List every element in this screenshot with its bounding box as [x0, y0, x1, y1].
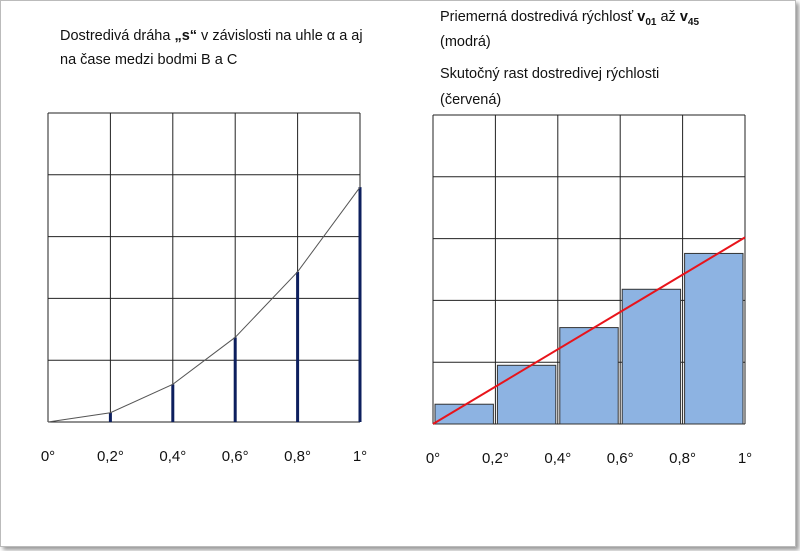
bar — [559, 327, 619, 425]
bar — [496, 364, 557, 425]
x-tick-label: 0,8° — [284, 448, 311, 465]
subscript: 45 — [687, 16, 700, 28]
title-bold: v01 — [637, 9, 657, 28]
bar — [434, 403, 494, 425]
x-tick-label: 0° — [426, 450, 440, 467]
title-text: až — [656, 9, 680, 25]
x-tick-label: 0,6° — [607, 450, 634, 467]
title-text: Dostredivá dráha — [60, 28, 175, 44]
x-tick-label: 0,4° — [544, 450, 571, 467]
x-tick-label: 0,6° — [222, 448, 249, 465]
subscript: 01 — [645, 16, 657, 28]
right-title-line2: (modrá) — [440, 34, 491, 50]
title-text: v závislosti na uhle α a aj — [197, 28, 363, 44]
x-tick-label: 1° — [738, 450, 752, 467]
symbol: v — [637, 9, 646, 25]
right-subtitle-line2: (červená) — [440, 92, 502, 108]
title-bold: v45 — [679, 9, 700, 28]
title-bold: „s“ — [174, 28, 198, 44]
x-tick-label: 0,2° — [97, 448, 124, 465]
x-tick-label: 1° — [353, 448, 367, 465]
x-tick-label: 0,8° — [669, 450, 696, 467]
x-tick-label: 0° — [41, 448, 55, 465]
x-tick-label: 0,2° — [482, 450, 509, 467]
bar — [621, 288, 682, 425]
curve — [47, 186, 361, 423]
bar — [684, 252, 744, 425]
right-title: Priemerná dostredivá rýchlosť v01 až v45 — [440, 9, 699, 28]
left-title: Dostredivá dráha „s“ v závislosti na uhl… — [60, 28, 363, 44]
left-title-line2: na čase medzi bodmi B a C — [60, 52, 238, 68]
right-subtitle: Skutočný rast dostredivej rýchlosti — [440, 66, 660, 82]
x-tick-label: 0,4° — [159, 448, 186, 465]
title-text: Priemerná dostredivá rýchlosť — [440, 9, 638, 25]
trend-line — [432, 236, 746, 425]
symbol: v — [679, 9, 688, 25]
